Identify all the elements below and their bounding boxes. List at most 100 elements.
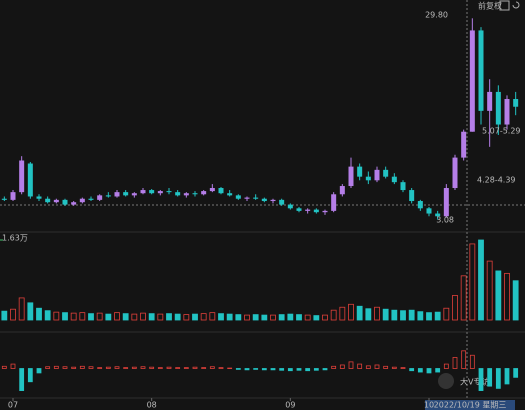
candle-body [279, 199, 285, 205]
macd-bar [495, 368, 501, 389]
macd-bar [287, 368, 293, 372]
macd-bar [1, 365, 7, 369]
macd-bar [261, 368, 267, 371]
macd-bar [279, 368, 285, 371]
candle-body [400, 182, 406, 191]
crosshair-label: 2022/10/19 星期三 [434, 401, 507, 410]
volume-bar [88, 313, 94, 321]
candle-body [348, 166, 354, 187]
volume-bar [10, 308, 16, 321]
volume-bar [408, 309, 415, 321]
macd-bar [409, 368, 415, 372]
macd-bar [218, 367, 224, 369]
macd-bar [201, 367, 207, 369]
macd-bar [71, 366, 77, 369]
candle-body [79, 198, 85, 203]
macd-bar [10, 363, 16, 369]
macd-bar [62, 366, 68, 369]
macd-bar [19, 368, 25, 391]
refresh-icon[interactable] [512, 1, 520, 9]
volume-bar [114, 312, 120, 321]
candle-body [244, 197, 250, 199]
macd-bar [45, 366, 51, 369]
macd-bar [357, 363, 363, 369]
macd-bar [27, 368, 33, 383]
candle-body [157, 191, 163, 194]
volume-bar [382, 308, 389, 321]
candle-body [331, 194, 337, 211]
volume-bar [105, 313, 112, 321]
candle-body [53, 199, 59, 203]
volume-bar [209, 312, 216, 321]
candle-body [374, 169, 380, 181]
macd-bar [175, 367, 181, 369]
macd-bar [461, 350, 467, 369]
macd-bar [374, 364, 380, 369]
volume-bar [339, 306, 346, 321]
candle-body [504, 99, 510, 125]
macd-bar [157, 367, 163, 369]
volume-bar [261, 314, 268, 321]
candle-body [452, 157, 458, 189]
candle-body [487, 91, 493, 111]
candle-body [478, 30, 484, 111]
macd-bar [487, 368, 493, 387]
volume-bar [443, 307, 450, 321]
candle-body [71, 202, 77, 205]
settings-icon[interactable] [499, 0, 510, 11]
volume-bar [374, 306, 380, 321]
candle-body [27, 163, 33, 197]
macd-bar [426, 368, 432, 374]
volume-bar [478, 239, 484, 321]
macd-bar [365, 365, 371, 369]
watermark: 大V专访 [460, 377, 489, 387]
macd-bar [469, 354, 475, 369]
macd-bar [452, 357, 458, 369]
candle-body [409, 190, 415, 202]
volume-bar [391, 309, 398, 321]
macd-bar [192, 366, 198, 369]
volume-bar [313, 315, 320, 321]
macd-bar [53, 365, 59, 369]
macd-bar [79, 365, 85, 369]
volume-bar [235, 314, 242, 321]
macd-bar [140, 366, 146, 369]
volume-bar [356, 305, 363, 321]
candle-body [166, 191, 172, 193]
candle-body [114, 192, 120, 197]
volume-bar [365, 308, 372, 321]
macd-bar [478, 368, 484, 391]
macd-bar [443, 363, 449, 369]
candle-body [209, 188, 215, 192]
candle-body [123, 192, 129, 196]
x-tick-label: 09 [285, 401, 295, 410]
macd-bar [339, 364, 345, 369]
volume-bar [70, 312, 77, 321]
volume-bar [218, 313, 224, 321]
candle-body [1, 198, 7, 200]
x-tick-label: 07 [8, 401, 18, 410]
candle-body [305, 209, 311, 211]
volume-bar [36, 307, 42, 321]
macd-bar [504, 368, 510, 385]
volume-bar [244, 314, 250, 321]
candle-body [10, 192, 16, 200]
macd-bar [322, 368, 328, 371]
candle-body [391, 176, 397, 183]
volume-tick-label: 1.63万 [2, 234, 28, 243]
volume-bar [296, 314, 302, 321]
price-annotation: 3.08 [436, 216, 454, 225]
x-tick-label: 08 [147, 401, 157, 410]
volume-bar [460, 275, 467, 321]
macd-bar [105, 366, 111, 369]
adjust-button[interactable]: 前复权 [478, 1, 502, 11]
macd-bar [166, 366, 172, 369]
macd-bar [435, 368, 441, 373]
volume-bar [44, 310, 51, 321]
volume-bar [157, 313, 164, 321]
candle-body [149, 190, 155, 194]
macd-bar [400, 367, 406, 369]
volume-bar [434, 311, 441, 321]
candle-body [469, 30, 475, 132]
macd-bar [209, 366, 215, 369]
